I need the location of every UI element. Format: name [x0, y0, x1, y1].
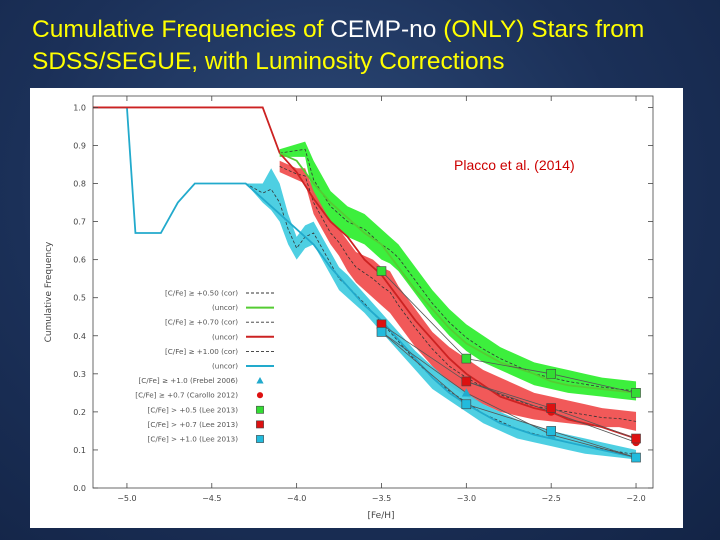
y-tick-label: 1.0 — [73, 103, 86, 112]
green-uncor-line — [279, 152, 637, 394]
data-point — [376, 266, 387, 276]
legend-swatch — [256, 435, 264, 443]
marker-layer — [376, 266, 641, 463]
legend-entry-label: [C/Fe] ≥ +1.00 (cor) — [165, 347, 238, 356]
plot-frame — [92, 95, 654, 489]
x-tick-label: −3.5 — [372, 494, 391, 503]
legend-entry-label: [C/Fe] ≥ +0.50 (cor) — [165, 289, 238, 298]
data-point — [546, 369, 556, 379]
marker-connector-4 — [381, 331, 637, 458]
x-tick-label: −2.0 — [626, 494, 645, 503]
legend: [C/Fe] ≥ +0.50 (cor) (uncor) [C/Fe] ≥ +0.7… — [135, 289, 274, 444]
x-tick-label: −4.0 — [287, 494, 306, 503]
legend-swatch — [256, 392, 264, 399]
y-tick-label: 0.3 — [73, 370, 86, 379]
legend-entry-label: [C/Fe] ≥ +1.0 (Frebel 2006) — [138, 376, 238, 385]
y-tick-label: 0.4 — [73, 332, 86, 341]
data-point — [631, 433, 641, 444]
y-axis-label: Cumulative Frequency — [44, 241, 54, 342]
legend-swatch — [256, 405, 264, 414]
legend-entry-label: (uncor) — [212, 303, 238, 312]
title-part-2: (ONLY) Stars from SDSS/SEGUE, with Lumin… — [32, 16, 645, 75]
x-axis-label: [Fe/H] — [367, 511, 394, 521]
legend-swatch — [256, 420, 264, 429]
data-point — [461, 388, 471, 397]
axes-layer: −5.0 −4.5 −4.0 −3.5 −3.0 −2.5 −2.0 0.0 0.1 0.2 0.3… — [44, 95, 654, 521]
marker-connector-3 — [381, 324, 637, 439]
y-tick-label: 0.7 — [73, 218, 86, 227]
y-tick-label: 0.8 — [73, 180, 86, 189]
x-tick-label: −4.5 — [202, 494, 221, 503]
y-tick-label: 0.0 — [73, 484, 86, 493]
legend-swatch — [256, 377, 264, 384]
y-tick-label: 0.1 — [73, 446, 86, 455]
y-tick-label: 0.6 — [73, 256, 86, 265]
figure-panel: −5.0 −4.5 −4.0 −3.5 −3.0 −2.5 −2.0 0.0 0.1 0.2 0.3… — [30, 88, 683, 528]
data-point — [461, 376, 472, 387]
band-layer — [245, 141, 637, 460]
y-tick-label: 0.5 — [73, 294, 86, 303]
title-highlight: CEMP-no — [330, 16, 437, 43]
green-band — [279, 141, 637, 401]
legend-entry-label: [C/Fe] > +0.7 (Lee 2013) — [148, 420, 239, 429]
data-point — [631, 452, 641, 463]
data-point — [546, 403, 556, 413]
data-point — [546, 426, 556, 436]
legend-entry-label: (uncor) — [212, 362, 238, 371]
legend-entry-label: [C/Fe] > +0.5 (Lee 2013) — [148, 405, 239, 414]
red-cor-line — [279, 166, 637, 422]
marker-connector-2 — [381, 270, 637, 394]
legend-entry-label: (uncor) — [212, 332, 238, 341]
legend-entry-label: [C/Fe] ≥ +0.70 (cor) — [165, 318, 238, 327]
data-point — [461, 353, 472, 364]
y-tick-label: 0.2 — [73, 408, 86, 417]
x-tick-label: −2.5 — [541, 494, 560, 503]
marker-connector-0 — [381, 331, 637, 458]
data-point — [631, 388, 641, 398]
data-point — [461, 399, 472, 410]
cyan-uncor-line — [93, 106, 637, 459]
title-part-1: Cumulative Frequencies of — [32, 16, 331, 43]
x-tick-label: −3.0 — [457, 494, 476, 503]
legend-entry-label: [C/Fe] ≥ +0.7 (Carollo 2012) — [135, 391, 238, 400]
x-tick-label: −5.0 — [117, 494, 136, 503]
cumulative-frequency-chart: −5.0 −4.5 −4.0 −3.5 −3.0 −2.5 −2.0 0.0 0.1 0.2 0.3… — [44, 95, 654, 521]
red-band — [279, 160, 637, 431]
slide-title: Cumulative Frequencies of CEMP-no (ONLY)… — [32, 14, 702, 78]
annotation-text: Placco et al. (2014) — [454, 157, 575, 173]
y-tick-label: 0.9 — [73, 141, 86, 150]
green-cor-line — [279, 148, 637, 392]
data-point — [376, 327, 387, 337]
legend-entry-label: [C/Fe] > +1.0 (Lee 2013) — [148, 435, 239, 444]
